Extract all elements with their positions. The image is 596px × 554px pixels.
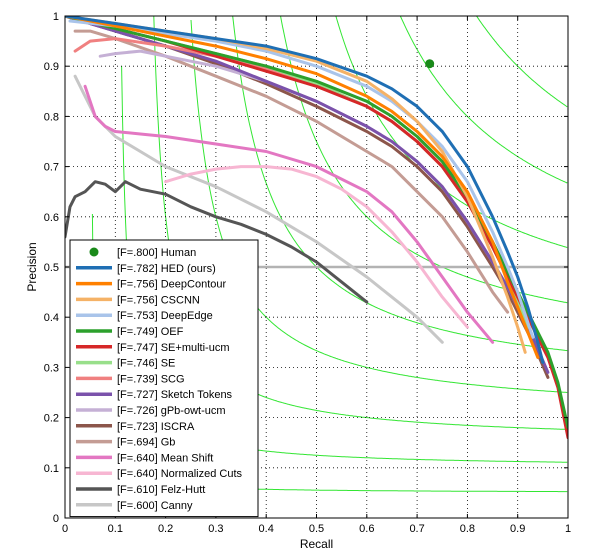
- x-tick-label: 0.9: [510, 523, 525, 535]
- series-line-felz-hutt: [65, 180, 369, 304]
- legend-entry-label: [F=.756] DeepContour: [117, 279, 226, 291]
- x-tick-label: 0.4: [259, 523, 274, 535]
- legend-entry-label: [F=.747] SE+multi-ucm: [117, 342, 230, 354]
- human-point: [425, 59, 435, 69]
- x-tick-label: 0.5: [309, 523, 324, 535]
- y-tick-label: 0.9: [44, 61, 59, 73]
- axis-ticks: 0 0.1 0.2 0.3 0.4 0.5 0.6 0.7 0.8 0.9 1 0 0.1 0.2 0.3 0…: [44, 11, 571, 535]
- y-tick-label: 0.6: [44, 212, 59, 224]
- legend-entry-label: [F=.694] Gb: [117, 437, 175, 449]
- legend-entry-label: [F=.726] gPb-owt-ucm: [117, 405, 226, 417]
- series-line-normalized-cuts: [164, 165, 469, 329]
- series-line-hed-ours: [65, 16, 545, 364]
- x-tick-label: 1: [565, 523, 571, 535]
- legend-entry-label: [F=.749] OEF: [117, 326, 184, 338]
- legend-entry-label: [F=.800] Human: [117, 247, 196, 259]
- legend-entry-label: [F=.723] ISCRA: [117, 421, 195, 433]
- y-tick-label: 0.8: [44, 111, 59, 123]
- legend-entry-label: [F=.640] Normalized Cuts: [117, 468, 243, 480]
- iso-f-contour: [475, 16, 568, 108]
- series-line-mean-shift: [83, 84, 495, 344]
- legend-entry-label: [F=.753] DeepEdge: [117, 310, 213, 322]
- x-axis-label: Recall: [300, 537, 333, 551]
- legend-entry-label: [F=.739] SCG: [117, 373, 185, 385]
- legend-entry-label: [F=.782] HED (ours): [117, 263, 216, 275]
- y-axis-label: Precision: [25, 242, 39, 291]
- legend-entry-label: [F=.756] CSCNN: [117, 294, 200, 306]
- x-tick-label: 0.1: [108, 523, 123, 535]
- x-tick-label: 0.2: [158, 523, 173, 535]
- x-tick-label: 0.6: [359, 523, 374, 535]
- y-tick-label: 0.4: [44, 312, 59, 324]
- y-tick-label: 0: [53, 513, 59, 525]
- legend-entry-label: [F=.746] SE: [117, 358, 175, 370]
- iso-f-contour: [335, 16, 568, 248]
- legend-entry-label: [F=.600] Canny: [117, 500, 193, 512]
- y-tick-label: 0.5: [44, 262, 59, 274]
- legend-marker-human: [89, 247, 99, 257]
- y-tick-label: 0.1: [44, 463, 59, 475]
- y-tick-label: 1: [53, 11, 59, 23]
- series-line-deepcontour: [65, 16, 540, 359]
- series-line-deepedge: [68, 19, 535, 339]
- x-tick-label: 0.3: [208, 523, 223, 535]
- series-line-gb: [73, 29, 510, 314]
- x-tick-label: 0.8: [460, 523, 475, 535]
- iso-f-contour: [232, 16, 568, 352]
- legend: [F=.800] Human [F=.782] HED (ours) [F=.756…: [69, 239, 259, 518]
- y-tick-label: 0.2: [44, 413, 59, 425]
- legend-entry-label: [F=.727] Sketch Tokens: [117, 389, 233, 401]
- legend-entry-label: [F=.640] Mean Shift: [117, 452, 213, 464]
- y-tick-label: 0.7: [44, 162, 59, 174]
- series-lines: [65, 16, 568, 440]
- legend-entry-label: [F=.610] Felz-Hutt: [117, 484, 205, 496]
- series-line-oef: [65, 16, 568, 430]
- y-tick-label: 0.3: [44, 362, 59, 374]
- x-tick-label: 0: [62, 523, 68, 535]
- iso-f-contour: [399, 16, 568, 184]
- iso-f-contour: [280, 16, 568, 304]
- x-tick-label: 0.7: [409, 523, 424, 535]
